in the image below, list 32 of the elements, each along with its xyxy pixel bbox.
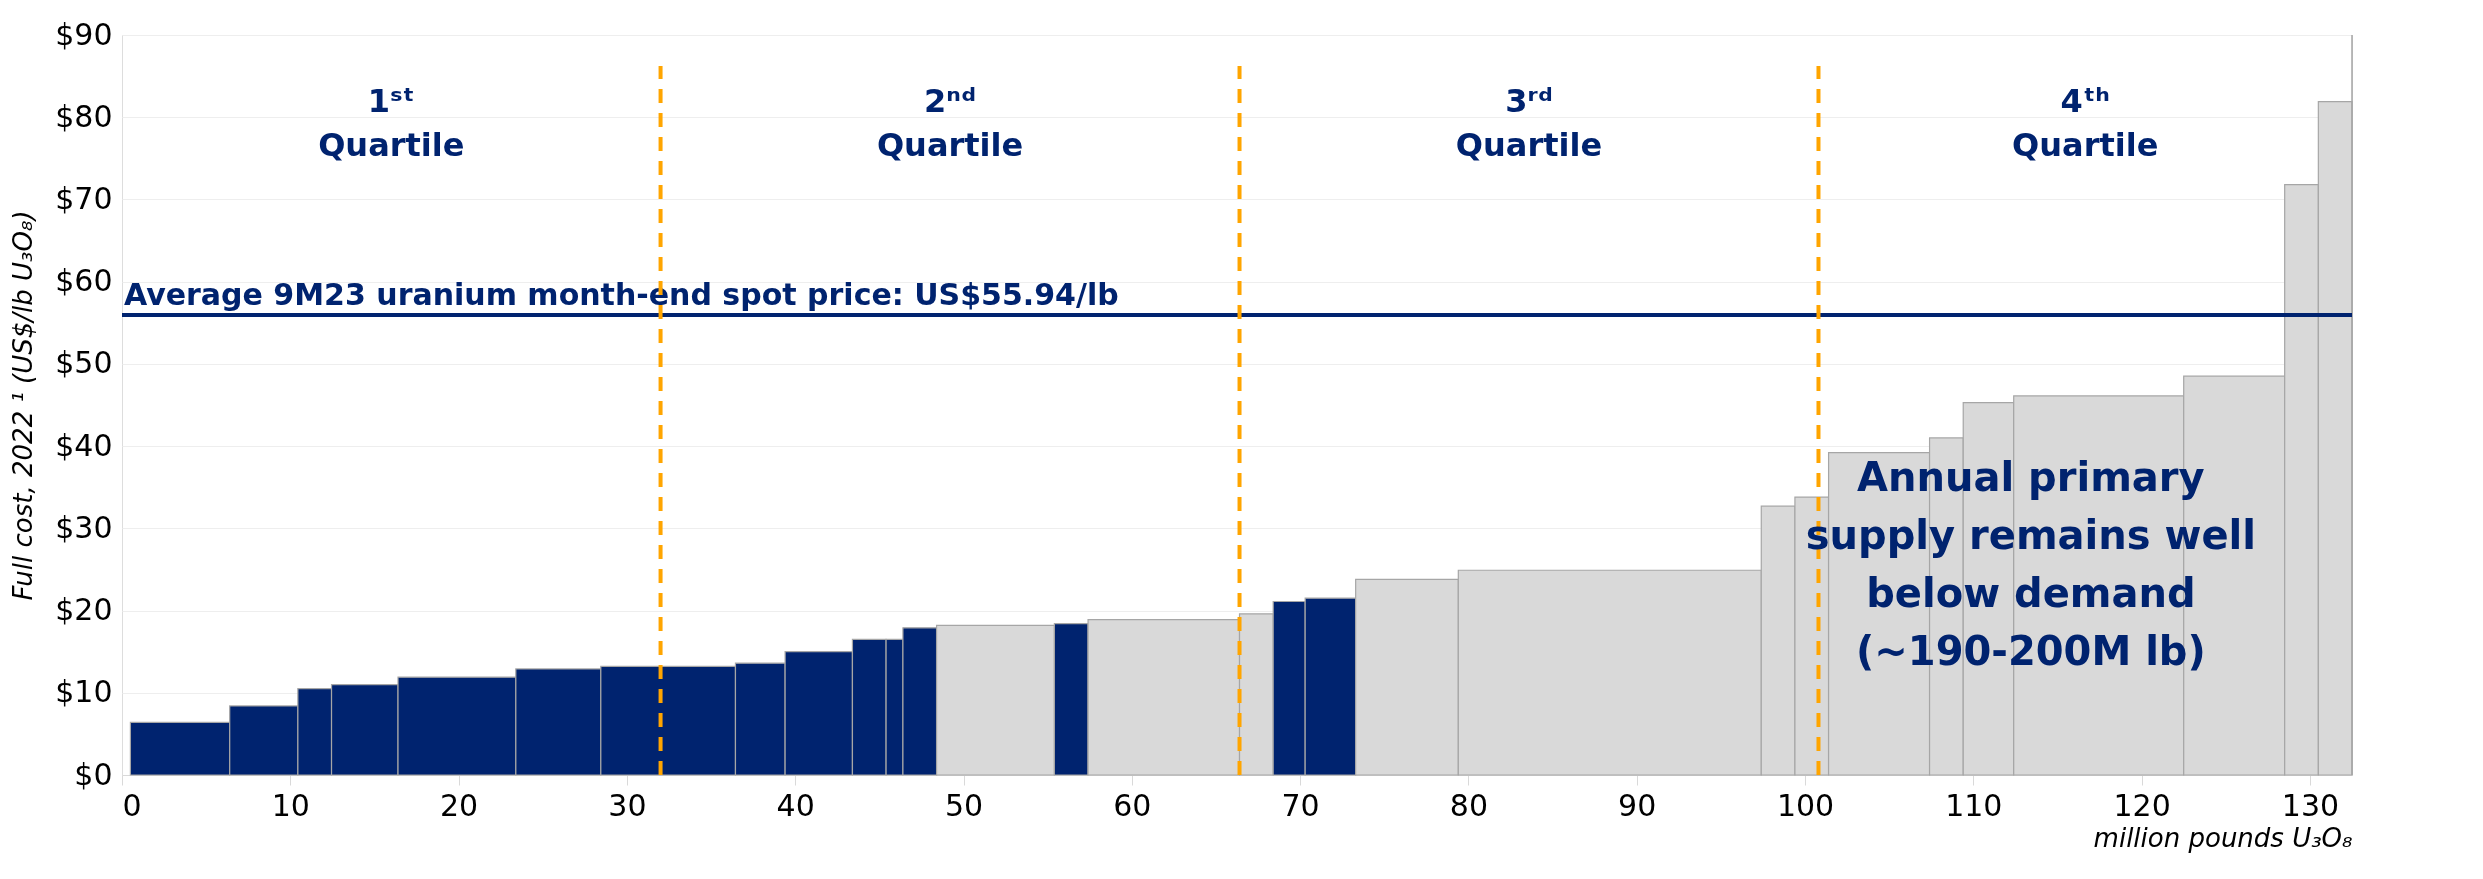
y-tick-label: $90: [55, 16, 113, 52]
x-axis-title: million pounds U₃O₈: [2093, 822, 2353, 853]
x-tick-label: 50: [944, 787, 984, 823]
annotation: 4ᵗʰ Quartile: [2012, 81, 2159, 164]
y-tick-label: $80: [55, 98, 113, 134]
annotation: 2ⁿᵈ Quartile: [876, 81, 1024, 164]
y-tick-label: $40: [55, 427, 113, 463]
y-axis-title: Full cost, 2022 ¹ (US$/lb U₃O₈): [8, 210, 39, 601]
y-tick-label: $10: [55, 674, 113, 710]
x-tick-label: 40: [776, 787, 815, 823]
x-tick-label: 80: [1449, 787, 1489, 823]
y-tick-label: $50: [55, 345, 113, 381]
x-tick-label: 20: [440, 787, 479, 823]
y-tick-label: $30: [55, 509, 113, 545]
x-tick-label: 0: [122, 787, 142, 823]
annotation: 3ʳᵈ Quartile: [1455, 81, 1603, 164]
x-tick-label: 120: [2113, 787, 2171, 823]
x-tick-label: 30: [608, 787, 647, 823]
x-tick-label: 10: [271, 787, 310, 823]
ref-line-label: Average 9M23 uranium month-end spot price: US$55.94/lb: [124, 277, 1119, 313]
annotation: Annual primary supply remains well below demand (~190-200M lb): [1805, 454, 2256, 674]
y-tick-label: $70: [55, 180, 113, 216]
y-tick-label: $20: [55, 592, 113, 628]
x-tick-label: 90: [1618, 787, 1657, 823]
y-tick-label: $60: [55, 263, 113, 299]
x-tick-label: 60: [1113, 787, 1152, 823]
x-tick-label: 110: [1945, 787, 2003, 823]
x-tick-label: 100: [1776, 787, 1835, 823]
annotation: 1ˢᵗ Quartile: [318, 81, 465, 164]
x-tick-label: 70: [1281, 787, 1320, 823]
y-tick-label: $0: [74, 756, 113, 792]
x-tick-label: 130: [2281, 787, 2340, 823]
